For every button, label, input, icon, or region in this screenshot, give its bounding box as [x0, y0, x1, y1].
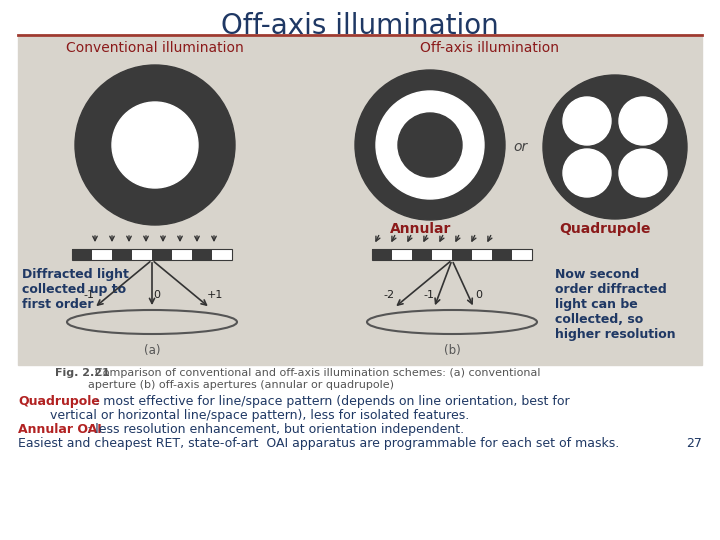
- Bar: [412, 249, 432, 260]
- Bar: [18, 37, 702, 365]
- Text: Quadrupole: Quadrupole: [559, 222, 651, 236]
- Bar: [472, 249, 492, 260]
- Circle shape: [376, 91, 484, 199]
- Circle shape: [619, 97, 667, 145]
- Text: Fig. 2.21: Fig. 2.21: [55, 368, 109, 378]
- Text: Annular: Annular: [390, 222, 451, 236]
- Text: 0: 0: [475, 290, 482, 300]
- Bar: [172, 249, 192, 260]
- Circle shape: [619, 149, 667, 197]
- Circle shape: [398, 113, 462, 177]
- Circle shape: [543, 75, 687, 219]
- Bar: [372, 249, 532, 260]
- Text: -1: -1: [423, 290, 434, 300]
- Text: 0: 0: [153, 290, 161, 300]
- Text: Off-axis illumination: Off-axis illumination: [420, 41, 559, 55]
- Bar: [152, 249, 172, 260]
- Text: (b): (b): [444, 344, 460, 357]
- Bar: [512, 249, 532, 260]
- Bar: [392, 249, 412, 260]
- Text: : less resolution enhancement, but orientation independent.: : less resolution enhancement, but orien…: [87, 423, 464, 436]
- Text: Annular OAI: Annular OAI: [18, 423, 102, 436]
- Text: or: or: [513, 140, 527, 154]
- Text: -1: -1: [84, 290, 94, 300]
- Bar: [212, 249, 232, 260]
- Circle shape: [563, 97, 611, 145]
- Text: (a): (a): [144, 344, 161, 357]
- Circle shape: [355, 70, 505, 220]
- Circle shape: [112, 102, 198, 188]
- Bar: [372, 249, 392, 260]
- Circle shape: [75, 65, 235, 225]
- Bar: [432, 249, 452, 260]
- Bar: [192, 249, 212, 260]
- Text: Diffracted light
collected up to
first order: Diffracted light collected up to first o…: [22, 268, 129, 311]
- Text: Conventional illumination: Conventional illumination: [66, 41, 244, 55]
- Text: Off-axis illumination: Off-axis illumination: [221, 12, 499, 40]
- Text: -2: -2: [384, 290, 395, 300]
- Bar: [72, 249, 92, 260]
- Bar: [492, 249, 512, 260]
- Text: Comparison of conventional and off-axis illumination schemes: (a) conventional
a: Comparison of conventional and off-axis …: [88, 368, 541, 389]
- Text: +1: +1: [207, 290, 223, 300]
- Text: Now second
order diffracted
light can be
collected, so
higher resolution: Now second order diffracted light can be…: [555, 268, 675, 341]
- Bar: [112, 249, 132, 260]
- Text: Quadrupole: Quadrupole: [18, 395, 100, 408]
- Bar: [72, 249, 232, 260]
- Text: : most effective for line/space pattern (depends on line orientation, best for: : most effective for line/space pattern …: [95, 395, 570, 408]
- Bar: [452, 249, 472, 260]
- Text: vertical or horizontal line/space pattern), less for isolated features.: vertical or horizontal line/space patter…: [18, 409, 469, 422]
- Text: Easiest and cheapest RET, state-of-art  OAI apparatus are programmable for each : Easiest and cheapest RET, state-of-art O…: [18, 437, 619, 450]
- Text: 27: 27: [686, 437, 702, 450]
- Bar: [132, 249, 152, 260]
- Circle shape: [563, 149, 611, 197]
- Bar: [92, 249, 112, 260]
